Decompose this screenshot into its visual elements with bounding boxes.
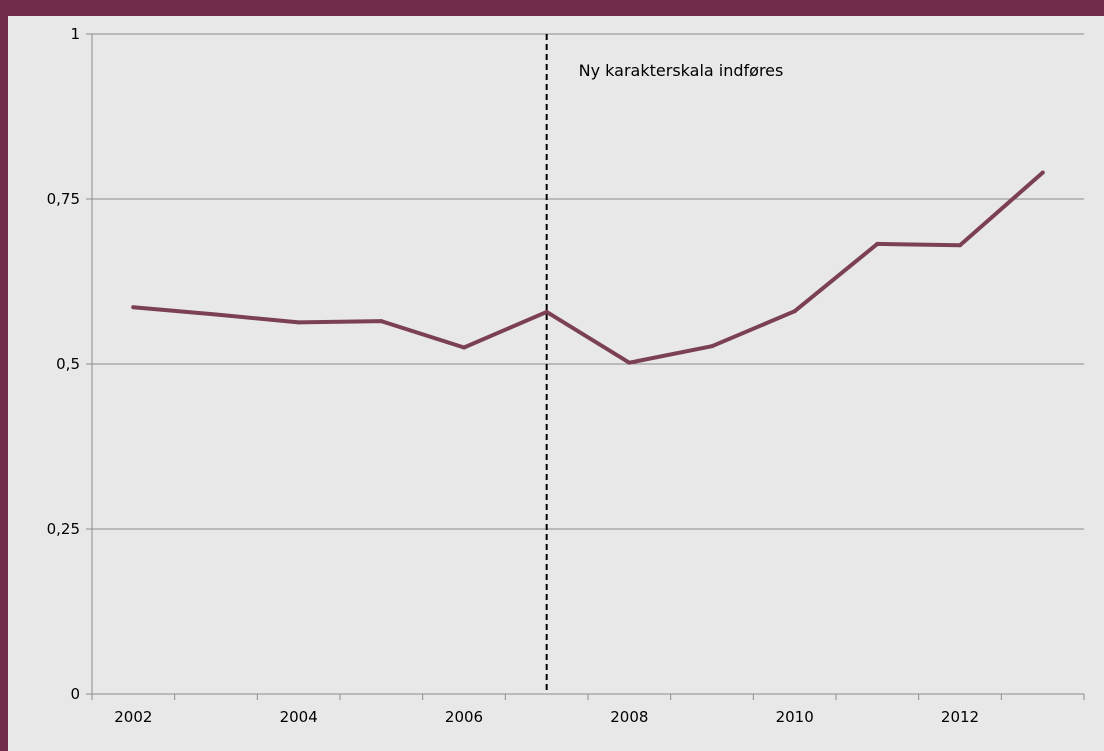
data-point xyxy=(627,360,632,365)
x-tick-label: 2012 xyxy=(941,708,979,726)
data-point xyxy=(296,320,301,325)
y-tick-label: 0,75 xyxy=(47,190,80,208)
x-tick-label: 2004 xyxy=(280,708,318,726)
gridlines xyxy=(92,33,1084,530)
data-point xyxy=(792,309,797,314)
y-tick-label: 1 xyxy=(70,25,80,43)
data-point xyxy=(131,305,136,310)
x-tick-label: 2002 xyxy=(114,708,152,726)
series xyxy=(131,170,1045,365)
series-line xyxy=(131,170,1045,365)
data-point xyxy=(214,312,218,317)
x-tick-labels: 2002 2004 2006 2008 2010 2012 xyxy=(114,708,979,726)
y-tick-label: 0,25 xyxy=(47,520,80,538)
axes xyxy=(86,33,1085,700)
annotation: Ny karakterskala indføres xyxy=(545,34,784,694)
chart-frame: 0 0,25 0,5 0,75 1 2002 2004 2006 2008 2010 2012 N… xyxy=(8,16,1104,751)
y-tick-label: 0 xyxy=(70,685,80,703)
x-tick-label: 2006 xyxy=(445,708,483,726)
data-point xyxy=(544,309,549,314)
y-tick-labels: 0 0,25 0,5 0,75 1 xyxy=(47,25,80,703)
annotation-label: Ny karakterskala indføres xyxy=(579,61,784,80)
x-tick-label: 2010 xyxy=(776,708,814,726)
data-point xyxy=(958,243,962,248)
data-point xyxy=(1040,170,1045,175)
data-point xyxy=(875,241,880,246)
y-tick-label: 0,5 xyxy=(56,355,80,373)
data-point xyxy=(710,344,714,349)
line-chart: 0 0,25 0,5 0,75 1 2002 2004 2006 2008 2010 2012 N… xyxy=(47,25,1085,726)
x-tick-label: 2008 xyxy=(610,708,648,726)
data-point xyxy=(379,319,384,324)
data-point xyxy=(462,345,466,350)
